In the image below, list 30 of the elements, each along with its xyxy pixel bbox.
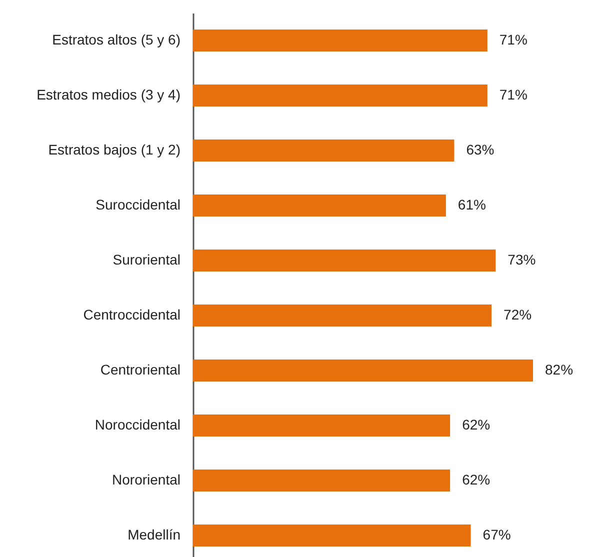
bar bbox=[193, 524, 471, 546]
bar bbox=[193, 470, 450, 492]
data-label: 73% bbox=[508, 252, 536, 268]
bar bbox=[193, 84, 488, 106]
y-tick-label: Suroriental bbox=[112, 252, 180, 268]
data-label: 62% bbox=[462, 416, 490, 432]
y-tick-label: Nororiental bbox=[112, 472, 180, 488]
data-label: 61% bbox=[458, 196, 486, 212]
y-tick-label: Centroccidental bbox=[83, 306, 180, 322]
y-tick-label: Centroriental bbox=[100, 362, 180, 378]
data-label: 82% bbox=[545, 362, 574, 378]
bar bbox=[193, 30, 488, 52]
bar bbox=[193, 360, 533, 382]
data-label: 71% bbox=[499, 32, 528, 48]
y-tick-label: Suroccidental bbox=[96, 196, 180, 212]
y-tick-label: Medellín bbox=[128, 526, 180, 542]
bar bbox=[193, 194, 446, 216]
bar bbox=[193, 414, 450, 436]
data-label: 62% bbox=[462, 472, 490, 488]
data-label: 67% bbox=[482, 526, 511, 542]
bar bbox=[193, 140, 454, 162]
y-tick-label: Estratos altos (5 y 6) bbox=[52, 32, 180, 48]
y-tick-label: Estratos medios (3 y 4) bbox=[36, 86, 180, 102]
bar bbox=[193, 250, 496, 272]
data-label: 72% bbox=[504, 306, 532, 322]
y-tick-label: Estratos bajos (1 y 2) bbox=[48, 142, 180, 158]
data-label: 71% bbox=[499, 86, 528, 102]
data-label: 63% bbox=[466, 142, 494, 158]
bar bbox=[193, 304, 492, 326]
y-tick-label: Noroccidental bbox=[94, 416, 180, 432]
